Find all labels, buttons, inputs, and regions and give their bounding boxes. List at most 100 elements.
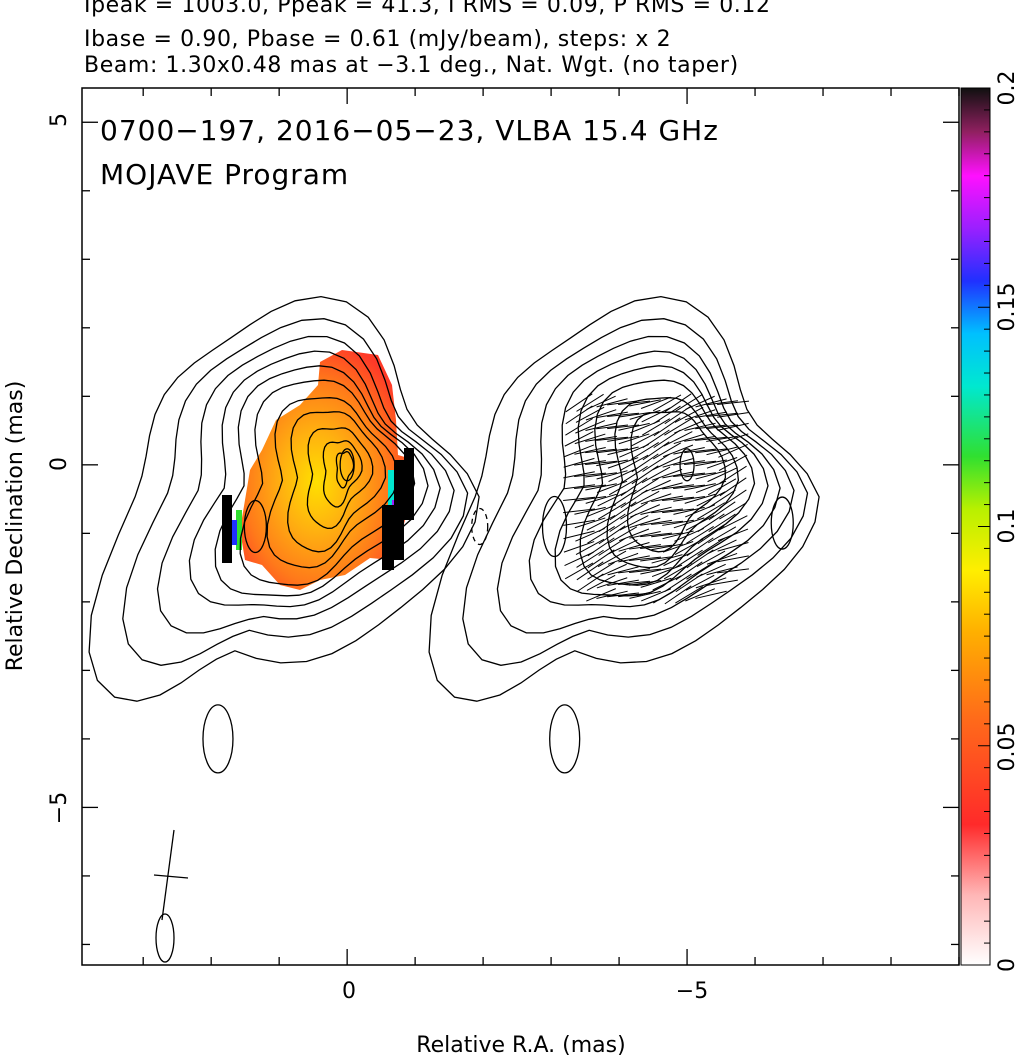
evpa-vector: [706, 566, 738, 576]
evpa-vector: [619, 454, 649, 471]
evpa-vector: [706, 400, 738, 406]
evpa-vector: [706, 424, 739, 430]
evpa-vector: [653, 417, 681, 437]
evpa-vector: [719, 465, 747, 484]
evpa-vector: [629, 579, 661, 586]
evpa-vector: [696, 550, 726, 568]
evpa-vector: [563, 484, 595, 490]
evpa-vector: [674, 420, 704, 434]
evpa-vector: [596, 577, 628, 589]
evpa-vector: [607, 566, 639, 576]
evpa-vector: [641, 479, 671, 494]
evpa-vector: [652, 442, 682, 460]
evpa-vector: [640, 396, 672, 409]
edge-pixel-black-right-c: [404, 448, 414, 520]
polarization-fraction-map: [240, 350, 410, 590]
evpa-vector: [674, 538, 704, 555]
evpa-vector: [585, 483, 617, 491]
evpa-vector: [618, 400, 651, 406]
evpa-vector: [642, 418, 671, 436]
colorbar-ticks: [978, 87, 990, 966]
evpa-vector: [684, 493, 716, 504]
evpa-vector: [664, 418, 692, 436]
evpa-vector: [673, 460, 705, 466]
evpa-vector: [697, 525, 725, 545]
evpa-vector: [652, 575, 682, 591]
evpa-vector: [695, 470, 727, 480]
evpa-vector: [607, 579, 639, 587]
plot-frame: [81, 87, 960, 966]
evpa-vector: [620, 477, 648, 497]
evpa-vector: [675, 549, 703, 568]
evpa-vector: [574, 433, 606, 445]
evpa-vector: [587, 537, 615, 557]
evpa-vector: [697, 502, 726, 520]
evpa-vector: [596, 590, 628, 599]
evpa-vector: [673, 517, 705, 529]
edge-pixel-black-right-b: [394, 460, 404, 560]
contour-level: [287, 411, 387, 553]
evpa-vector: [664, 573, 692, 593]
evpa-vector: [618, 555, 650, 563]
evpa-vector: [596, 459, 628, 467]
evpa-vector: [607, 457, 639, 469]
evpa-vector: [563, 508, 596, 514]
evpa-vector: [673, 472, 706, 477]
evpa-vector: [640, 493, 672, 505]
evpa-vector: [607, 412, 640, 417]
evpa-vector: [662, 519, 694, 526]
negative-contour: [471, 507, 489, 546]
evpa-vector: [585, 435, 617, 442]
evpa-vector: [652, 455, 682, 471]
map-subtitle: MOJAVE Program: [100, 158, 349, 191]
evpa-vector: [695, 590, 727, 599]
evpa-vector: [640, 532, 673, 538]
colorbar-label-0.2: 0.2: [995, 71, 1020, 106]
evpa-vector: [575, 420, 605, 434]
evpa-vector: [717, 528, 749, 542]
evpa-vector: [586, 574, 616, 591]
evpa-vector: [629, 568, 662, 574]
evpa-vector: [586, 588, 616, 602]
evpa-vector: [662, 457, 694, 468]
evpa-vector: [662, 541, 694, 553]
evpa-vector: [587, 526, 615, 544]
evpa-vector: [585, 472, 617, 478]
edge-pixel-black-left: [222, 495, 232, 563]
evpa-vector: [640, 544, 673, 549]
contour-level: [335, 450, 355, 489]
contour-level: [579, 379, 756, 586]
colorbar-label-0.15: 0.15: [995, 283, 1020, 332]
evpa-vector: [607, 446, 639, 456]
x-axis-title: Relative R.A. (mas): [416, 1033, 625, 1058]
evpa-vector: [575, 406, 605, 423]
evpa-vector: [574, 496, 606, 502]
evpa-vector: [574, 484, 607, 490]
evpa-vector: [618, 568, 650, 574]
evpa-vector: [563, 471, 595, 479]
restoring-beam: [153, 829, 189, 963]
noise-contour: [770, 496, 794, 550]
evpa-vector: [631, 442, 659, 460]
header-line-1: Ipeak = 1003.0, Ppeak = 41.3, I RMS = 0.…: [84, 0, 771, 18]
evpa-vector: [684, 448, 717, 454]
evpa-vector: [596, 436, 629, 441]
evpa-vector: [597, 491, 627, 507]
y-tick-label-5: 5: [47, 113, 72, 127]
evpa-vector: [651, 532, 684, 538]
evpa-vector: [673, 433, 705, 445]
contour-level: [156, 335, 455, 634]
evpa-vector: [585, 409, 617, 421]
evpa-vector: [564, 444, 595, 458]
y-axis-title: Relative Declination (mas): [3, 381, 28, 672]
evpa-vector: [576, 561, 604, 581]
intensity-contours-left: [88, 295, 794, 774]
evpa-vector: [597, 550, 627, 568]
evpa-vector: [673, 447, 705, 455]
evpa-vector: [629, 531, 661, 539]
evpa-vector: [563, 457, 595, 468]
evpa-vector: [631, 477, 659, 496]
contour-level: [428, 295, 820, 702]
evpa-vector: [685, 588, 716, 602]
evpa-vector: [596, 448, 629, 454]
